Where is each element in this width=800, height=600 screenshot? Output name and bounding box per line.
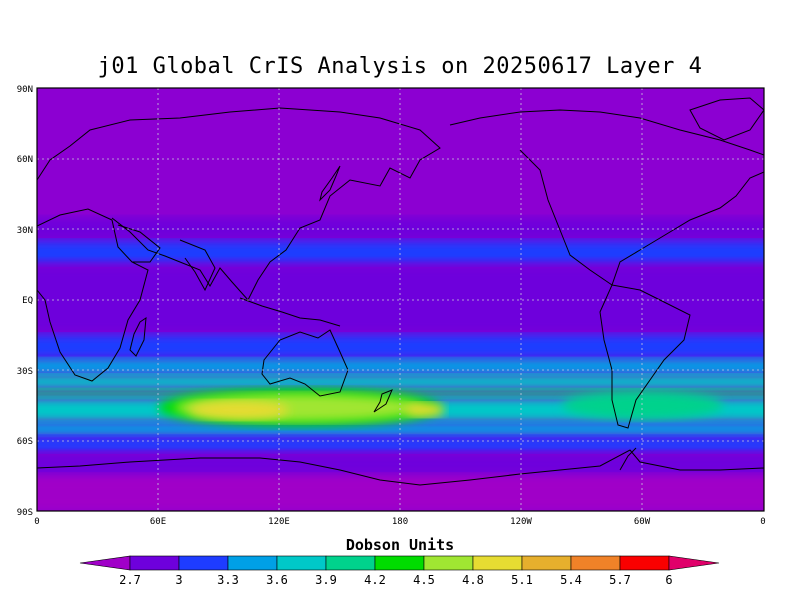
ozone-band [37, 452, 764, 476]
coastlines [37, 97, 764, 486]
lat-tick-label: 30S [17, 367, 33, 377]
colorbar-tick-label: 5.1 [511, 573, 533, 587]
colorbar-over-arrow [668, 555, 720, 571]
colorbar-tick-label: 5.7 [609, 573, 631, 587]
lon-tick-label: 0 [760, 517, 765, 527]
ozone-band [37, 421, 764, 436]
coast-japan [319, 165, 341, 202]
ozone-band [37, 475, 764, 511]
colorbar-tick-label: 3.9 [315, 573, 337, 587]
ozone-band [37, 334, 764, 359]
colorbar-swatch [423, 555, 474, 571]
colorbar-tick-label: 2.7 [119, 573, 141, 587]
ozone-band [37, 358, 764, 375]
colorbar-tick-label: 4.2 [364, 573, 386, 587]
colorbar-swatch [521, 555, 572, 571]
page-title: j01 Global CrIS Analysis on 20250617 Lay… [97, 54, 703, 79]
coast-arabia [117, 224, 161, 263]
lon-tick-label: 120E [268, 517, 290, 527]
ozone-band [37, 388, 764, 399]
ozone-maximum [188, 400, 290, 420]
colorbar: 2.7 3 3.3 3.6 3.9 4.2 4.5 4.8 5.1 5.4 5.7 6 [79, 555, 720, 587]
coast-south-america [599, 284, 691, 429]
coast-newzealand [373, 389, 393, 413]
coast-antarctic-peninsula [619, 447, 637, 471]
coast-madagascar [129, 317, 147, 357]
ozone-band [37, 217, 764, 241]
colorbar-units-label: Dobson Units [345, 536, 455, 554]
ozone-band [37, 435, 764, 453]
colorbar-swatch [129, 555, 180, 571]
colorbar-tick-label: 6 [665, 573, 672, 587]
lon-tick-label: 0 [34, 517, 39, 527]
colorbar-tick-label: 5.4 [560, 573, 582, 587]
graticule [37, 88, 764, 511]
coast-india [179, 239, 216, 292]
colorbar-tick-label: 3.6 [266, 573, 288, 587]
colorbar-swatch [374, 555, 425, 571]
ozone-maximum [562, 391, 724, 420]
colorbar-tick-label: 3.3 [217, 573, 239, 587]
lon-axis: 0 60E 120E 180 120W 60W 0 [34, 517, 765, 527]
lat-tick-label: 60N [17, 155, 33, 165]
colorbar-tick-label: 4.8 [462, 573, 484, 587]
coast-greenland [689, 97, 764, 141]
colorbar-tick-label: 4.5 [413, 573, 435, 587]
coast-eurasia [37, 107, 441, 301]
map-frame [36, 87, 765, 512]
colorbar-swatch [178, 555, 229, 571]
colorbar-swatch [570, 555, 621, 571]
lat-tick-label: EQ [22, 296, 33, 306]
lat-tick-label: 90S [17, 508, 33, 518]
lon-tick-label: 180 [392, 517, 408, 527]
coast-australia [261, 329, 349, 397]
lat-tick-label: 30N [17, 226, 33, 236]
ozone-band [37, 264, 764, 335]
colorbar-tick-label: 3 [175, 573, 182, 587]
colorbar-swatch [276, 555, 327, 571]
ozone-maximum [404, 402, 445, 418]
lat-axis: 90N 60N 30N EQ 30S 60S 90S [17, 85, 33, 518]
coast-indonesia [239, 297, 341, 327]
lat-tick-label: 60S [17, 437, 33, 447]
coast-north-america [449, 109, 764, 286]
lat-tick-label: 90N [17, 85, 33, 95]
colorbar-swatch [227, 555, 278, 571]
coast-antarctica [37, 449, 764, 486]
lon-tick-label: 60W [634, 517, 651, 527]
colorbar-under-arrow [79, 555, 131, 571]
ozone-field [37, 88, 764, 511]
ozone-band [37, 88, 764, 218]
coast-africa [37, 208, 149, 382]
lon-tick-label: 120W [510, 517, 532, 527]
colorbar-swatch [619, 555, 670, 571]
lon-tick-label: 60E [150, 517, 166, 527]
colorbar-swatch [472, 555, 523, 571]
ozone-band [37, 374, 764, 389]
colorbar-swatch [325, 555, 376, 571]
ozone-band [37, 240, 764, 265]
